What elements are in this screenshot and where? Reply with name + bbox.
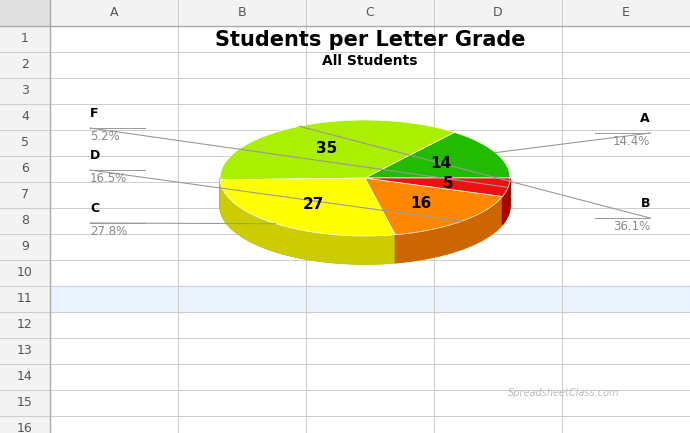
Text: B: B	[640, 197, 650, 210]
Text: SpreadsheetClass.com: SpreadsheetClass.com	[509, 388, 620, 398]
Text: D: D	[493, 6, 503, 19]
Bar	[0, 286, 690, 312]
Text: 1: 1	[21, 32, 29, 45]
Text: 14: 14	[17, 371, 33, 384]
Text: 13: 13	[17, 345, 33, 358]
Text: 14: 14	[430, 156, 451, 171]
Bar	[50, 0, 690, 26]
Text: 16.5%: 16.5%	[90, 172, 127, 185]
Text: 15: 15	[17, 397, 33, 410]
Text: A: A	[110, 6, 118, 19]
Text: 9: 9	[21, 240, 29, 253]
Text: A: A	[640, 112, 650, 125]
Text: 27.8%: 27.8%	[90, 225, 127, 238]
Text: 36.1%: 36.1%	[613, 220, 650, 233]
Text: 6: 6	[21, 162, 29, 175]
Bar	[0, 0, 50, 26]
Text: 7: 7	[21, 188, 29, 201]
Polygon shape	[395, 197, 502, 263]
Text: 27: 27	[302, 197, 324, 212]
Text: C: C	[366, 6, 375, 19]
Text: E: E	[622, 6, 630, 19]
Text: 16: 16	[17, 423, 33, 433]
Text: 5: 5	[21, 136, 29, 149]
Text: 4: 4	[21, 110, 29, 123]
Text: 10: 10	[17, 266, 33, 279]
Text: All Students: All Students	[322, 54, 417, 68]
Polygon shape	[365, 132, 510, 178]
Polygon shape	[365, 178, 502, 235]
Text: 14.4%: 14.4%	[613, 135, 650, 148]
Text: 5: 5	[443, 176, 453, 191]
Text: B: B	[237, 6, 246, 19]
Polygon shape	[365, 178, 510, 197]
Polygon shape	[502, 178, 510, 224]
Text: 3: 3	[21, 84, 29, 97]
Polygon shape	[220, 178, 395, 236]
Text: D: D	[90, 149, 100, 162]
Text: F: F	[90, 107, 99, 120]
Ellipse shape	[220, 148, 510, 264]
Text: C: C	[90, 202, 99, 215]
Polygon shape	[220, 120, 454, 180]
Text: 5.2%: 5.2%	[90, 130, 120, 143]
Text: 2: 2	[21, 58, 29, 71]
Text: 11: 11	[17, 293, 33, 306]
Text: 16: 16	[411, 196, 432, 210]
Text: Students per Letter Grade: Students per Letter Grade	[215, 30, 525, 50]
Text: 12: 12	[17, 319, 33, 332]
Text: 35: 35	[316, 140, 337, 155]
Text: 8: 8	[21, 214, 29, 227]
Bar	[0, 0, 50, 433]
Polygon shape	[220, 180, 395, 264]
